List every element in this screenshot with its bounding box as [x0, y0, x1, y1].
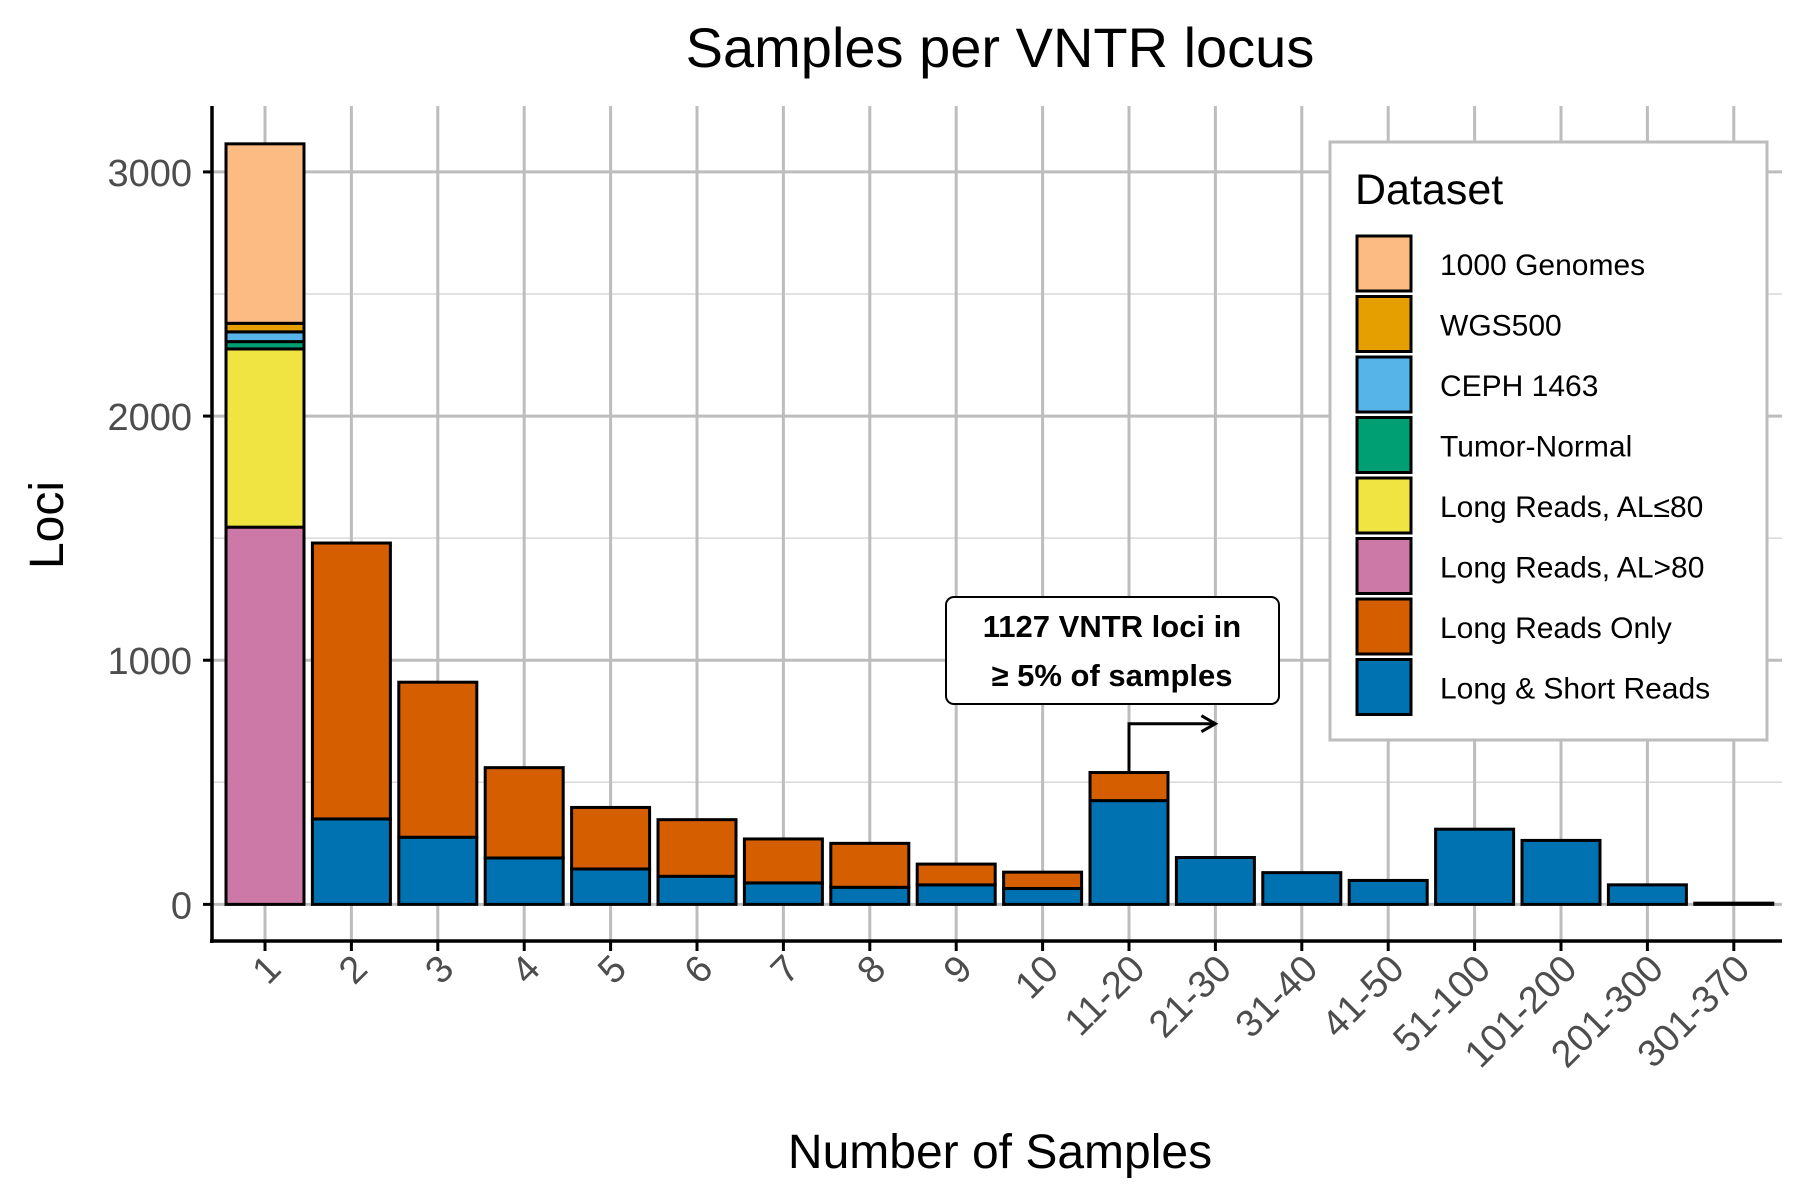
annotation-box	[945, 596, 1280, 705]
y-tick-label: 0	[171, 885, 192, 927]
x-tick-label: 8	[850, 948, 895, 993]
bar-segment	[310, 541, 392, 821]
legend: Dataset 1000 Genomes WGS500 CEPH 1463 Tumor…	[1328, 140, 1769, 742]
x-tick-label: 21-30	[1141, 948, 1239, 1046]
bar-segment	[1174, 856, 1256, 906]
bar-segment	[829, 841, 911, 889]
legend-swatch	[1355, 476, 1413, 535]
bar-segment	[483, 766, 565, 860]
bar-segment	[915, 883, 997, 906]
x-tick-label: 2	[331, 948, 376, 993]
bar-segment	[1434, 827, 1516, 906]
annotation-line-2: ≥ 5% of samples	[992, 658, 1233, 693]
bar-segment	[1520, 838, 1602, 906]
y-tick-label: 2000	[107, 397, 192, 439]
legend-label: Long & Short Reads	[1440, 673, 1710, 706]
y-axis-title: Loci	[21, 481, 74, 569]
legend-swatch	[1355, 658, 1413, 716]
legend-swatch	[1355, 295, 1413, 353]
bars	[224, 142, 1775, 906]
annotation-arrow	[1127, 722, 1216, 773]
x-tick-label: 1	[245, 948, 290, 993]
bar-segment	[1693, 901, 1775, 906]
legend-swatch	[1355, 416, 1413, 474]
bar-segment	[829, 885, 911, 906]
x-ticks: 1 2 3 4 5 6 7 8 9 1011-2021-3031-4041-5051-100101…	[245, 941, 1758, 1076]
annotation-arrowhead	[1200, 714, 1219, 734]
y-ticks: 0 1000 2000 3000	[107, 153, 212, 927]
y-tick-label: 1000	[107, 641, 192, 683]
bar-segment	[1606, 883, 1688, 906]
x-tick-label: 9	[936, 948, 981, 993]
legend-label: Long Reads, AL>80	[1440, 552, 1704, 585]
legend-label: CEPH 1463	[1440, 370, 1598, 403]
legend-swatch	[1355, 597, 1413, 656]
legend-label: WGS500	[1440, 310, 1562, 343]
y-tick-label: 3000	[107, 153, 192, 195]
legend-items: 1000 Genomes WGS500 CEPH 1463 Tumor-Normal L…	[1355, 234, 1710, 716]
x-tick-label: 10	[1007, 948, 1067, 1008]
legend-swatch	[1355, 355, 1413, 414]
bar-segment	[1002, 870, 1084, 891]
x-tick-label: 6	[677, 948, 722, 993]
x-tick-label: 4	[504, 948, 549, 993]
bar-segment	[570, 805, 652, 871]
bar-segment	[1347, 878, 1429, 906]
chart-title: Samples per VNTR locus	[686, 16, 1315, 79]
bar-segment	[224, 142, 306, 325]
legend-label: Tumor-Normal	[1440, 431, 1632, 464]
legend-swatch	[1355, 234, 1413, 293]
annotation: 1127 VNTR loci in ≥ 5% of samples	[945, 596, 1280, 773]
bar-segment	[742, 881, 824, 906]
axes	[210, 106, 1782, 943]
bar-segment	[397, 835, 479, 906]
bar-segment	[656, 818, 738, 878]
x-axis-title: Number of Samples	[788, 1126, 1212, 1179]
x-tick-label: 3	[418, 948, 463, 993]
x-tick-label: 31-40	[1228, 948, 1326, 1046]
legend-swatch	[1355, 537, 1413, 595]
x-tick-label: 7	[763, 948, 808, 993]
bar-segment	[656, 874, 738, 906]
bar-segment	[224, 525, 306, 906]
x-tick-label: 11-20	[1057, 948, 1153, 1044]
bar-segment	[224, 347, 306, 529]
bar-segment	[1002, 887, 1084, 906]
bar-segment	[570, 867, 652, 906]
bar-segment	[397, 680, 479, 839]
legend-label: Long Reads Only	[1440, 612, 1672, 645]
bar-segment	[1088, 771, 1170, 803]
bar-segment	[483, 856, 565, 906]
bar-segment	[915, 862, 997, 887]
bar-segment	[1261, 871, 1343, 906]
bar-segment	[1088, 799, 1170, 906]
legend-title: Dataset	[1355, 166, 1503, 214]
bar-segment	[742, 837, 824, 885]
x-tick-label: 5	[590, 948, 635, 993]
annotation-line-1: 1127 VNTR loci in	[983, 609, 1241, 644]
legend-label: Long Reads, AL≤80	[1440, 491, 1703, 524]
legend-label: 1000 Genomes	[1440, 249, 1645, 282]
bar-segment	[310, 817, 392, 906]
